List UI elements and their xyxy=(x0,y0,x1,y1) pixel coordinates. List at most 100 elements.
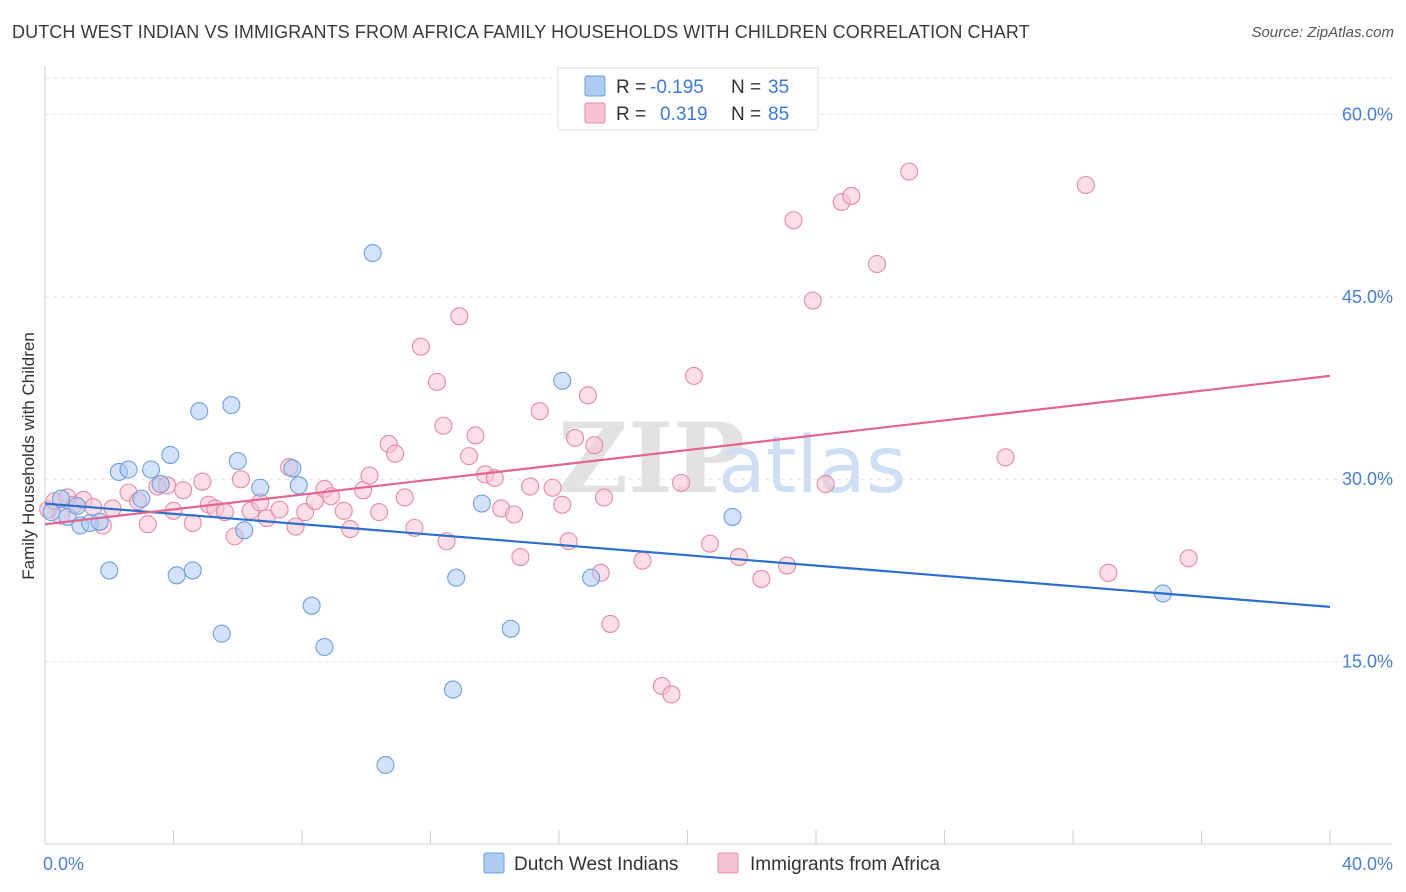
point-dutch-west-indians xyxy=(119,460,138,479)
x-axis-ticks: 0.0% 40.0% xyxy=(43,854,1393,874)
chart-title: DUTCH WEST INDIAN VS IMMIGRANTS FROM AFR… xyxy=(12,22,1030,42)
point-dutch-west-indians xyxy=(289,476,308,495)
point-immigrants-from-africa xyxy=(427,372,446,392)
point-dutch-west-indians xyxy=(100,561,119,580)
point-dutch-west-indians xyxy=(251,478,270,497)
bottom-legend-label-1: Dutch West Indians xyxy=(514,854,678,875)
point-immigrants-from-africa xyxy=(553,495,572,514)
point-immigrants-from-africa xyxy=(543,478,562,497)
source-label: Source: ZipAtlas.com xyxy=(1251,24,1394,41)
point-immigrants-from-africa xyxy=(231,470,251,489)
watermark-atlas: atlas xyxy=(718,421,907,511)
point-immigrants-from-africa xyxy=(784,211,803,230)
y-tick-label: 30.0% xyxy=(1342,469,1393,489)
point-immigrants-from-africa xyxy=(530,402,549,421)
point-immigrants-from-africa xyxy=(842,186,861,205)
point-dutch-west-indians xyxy=(161,445,180,464)
point-immigrants-from-africa xyxy=(286,517,305,536)
point-dutch-west-indians xyxy=(315,637,334,657)
point-dutch-west-indians xyxy=(222,396,241,415)
point-immigrants-from-africa xyxy=(174,481,193,500)
point-immigrants-from-africa xyxy=(585,436,604,455)
trend-line-immigrants-from-africa xyxy=(44,374,1331,526)
point-immigrants-from-africa xyxy=(578,386,597,405)
point-dutch-west-indians xyxy=(212,624,231,643)
point-immigrants-from-africa xyxy=(566,428,585,447)
point-immigrants-from-africa xyxy=(334,501,353,520)
point-immigrants-from-africa xyxy=(1076,175,1095,195)
point-immigrants-from-africa xyxy=(996,448,1015,467)
legend-n-value-2: 85 xyxy=(768,104,789,125)
point-dutch-west-indians xyxy=(90,512,109,531)
legend-n-value-1: 35 xyxy=(768,77,789,98)
point-dutch-west-indians xyxy=(132,489,151,508)
point-immigrants-from-africa xyxy=(138,515,157,534)
point-dutch-west-indians xyxy=(283,459,302,478)
watermark-zip: ZIP xyxy=(558,402,745,515)
point-immigrants-from-africa xyxy=(900,162,919,181)
point-immigrants-from-africa xyxy=(459,447,479,466)
point-dutch-west-indians xyxy=(723,507,742,526)
point-immigrants-from-africa xyxy=(803,291,822,310)
point-dutch-west-indians xyxy=(582,568,601,587)
point-immigrants-from-africa xyxy=(360,466,379,485)
point-immigrants-from-africa xyxy=(395,488,414,507)
axes xyxy=(44,66,1392,845)
legend-r-label-1: R = xyxy=(616,77,646,98)
point-immigrants-from-africa xyxy=(816,475,835,494)
point-dutch-west-indians xyxy=(302,596,321,615)
point-immigrants-from-africa xyxy=(729,548,748,567)
point-immigrants-from-africa xyxy=(778,556,797,575)
point-dutch-west-indians xyxy=(190,402,209,421)
y-tick-label: 45.0% xyxy=(1342,287,1393,307)
point-immigrants-from-africa xyxy=(867,254,887,274)
point-dutch-west-indians xyxy=(151,475,170,494)
point-immigrants-from-africa xyxy=(594,488,614,507)
point-dutch-west-indians xyxy=(52,489,71,508)
point-immigrants-from-africa xyxy=(386,444,405,463)
point-immigrants-from-africa xyxy=(601,614,620,633)
point-dutch-west-indians xyxy=(376,755,395,775)
legend-n-label-2: N = xyxy=(731,104,761,125)
y-tick-label: 15.0% xyxy=(1342,652,1393,672)
point-immigrants-from-africa xyxy=(511,548,530,567)
trend-lines xyxy=(44,374,1331,609)
point-dutch-west-indians xyxy=(235,521,254,540)
point-immigrants-from-africa xyxy=(370,503,389,522)
point-immigrants-from-africa xyxy=(411,337,430,356)
point-immigrants-from-africa xyxy=(633,551,652,570)
point-immigrants-from-africa xyxy=(1099,563,1118,582)
point-dutch-west-indians xyxy=(443,680,463,699)
y-axis-ticks: 15.0% 30.0% 45.0% 60.0% xyxy=(1342,104,1393,671)
point-immigrants-from-africa xyxy=(450,307,469,326)
point-dutch-west-indians xyxy=(363,244,382,263)
legend-swatch-pink xyxy=(584,102,606,124)
point-immigrants-from-africa xyxy=(662,685,681,704)
point-dutch-west-indians xyxy=(228,451,247,471)
x-tick-label: 0.0% xyxy=(43,854,84,874)
point-immigrants-from-africa xyxy=(752,569,771,588)
point-dutch-west-indians xyxy=(183,561,202,580)
point-immigrants-from-africa xyxy=(504,505,524,524)
legend-r-value-1: -0.195 xyxy=(650,77,704,98)
point-immigrants-from-africa xyxy=(1179,549,1198,568)
point-dutch-west-indians xyxy=(472,494,491,513)
point-immigrants-from-africa xyxy=(521,477,540,496)
bottom-legend-swatch-blue xyxy=(483,852,505,874)
legend-n-label-1: N = xyxy=(731,77,761,98)
legend-r-value-2: 0.319 xyxy=(660,104,708,125)
series-legend: Dutch West Indians Immigrants from Afric… xyxy=(483,852,940,875)
point-immigrants-from-africa xyxy=(434,416,453,435)
point-immigrants-from-africa xyxy=(466,426,485,445)
legend-r-label-2: R = xyxy=(616,104,646,125)
trend-line-dutch-west-indians xyxy=(44,502,1331,609)
legend-swatch-blue xyxy=(584,75,606,97)
point-dutch-west-indians xyxy=(141,460,161,479)
point-immigrants-from-africa xyxy=(672,473,691,492)
bottom-legend-swatch-pink xyxy=(717,852,739,874)
point-immigrants-from-africa xyxy=(684,366,703,385)
point-immigrants-from-africa xyxy=(700,534,720,553)
point-dutch-west-indians xyxy=(167,566,186,585)
point-dutch-west-indians xyxy=(501,619,520,638)
